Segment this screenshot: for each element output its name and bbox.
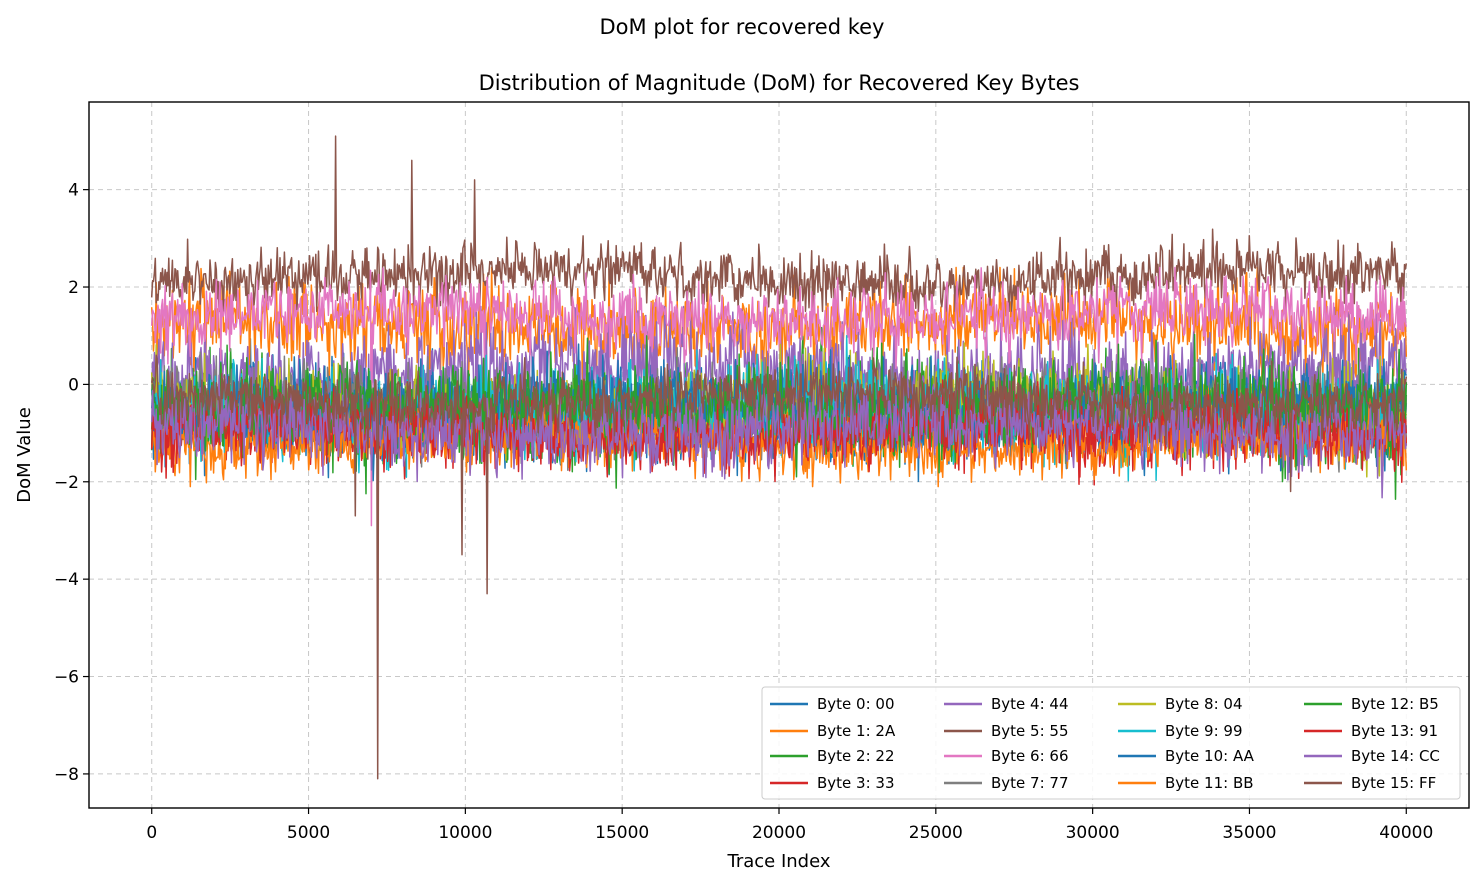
y-axis-label: DoM Value [14, 407, 35, 503]
y-tick-label: −4 [54, 570, 79, 590]
legend-label: Byte 9: 99 [1165, 722, 1243, 740]
y-tick-label: −2 [54, 473, 79, 493]
x-tick-label: 15000 [595, 823, 649, 843]
x-tick-label: 35000 [1222, 823, 1276, 843]
legend-label: Byte 2: 22 [817, 747, 895, 765]
legend-label: Byte 10: AA [1165, 747, 1255, 765]
legend-label: Byte 15: FF [1351, 774, 1436, 792]
x-axis: 0 5000 10000 15000 20000 25000 30000 35000 40000 [146, 808, 1433, 843]
legend-label: Byte 12: B5 [1351, 695, 1439, 713]
legend-label: Byte 4: 44 [991, 695, 1069, 713]
x-tick-label: 30000 [1066, 823, 1120, 843]
x-tick-label: 25000 [909, 823, 963, 843]
chart-title: Distribution of Magnitude (DoM) for Reco… [479, 71, 1080, 95]
y-tick-label: 0 [68, 375, 79, 395]
legend-label: Byte 11: BB [1165, 774, 1254, 792]
x-tick-label: 20000 [752, 823, 806, 843]
legend: Byte 0: 00 Byte 1: 2A Byte 2: 22 Byte 3: 33… [761, 686, 1461, 800]
x-tick-label: 5000 [287, 823, 330, 843]
legend-label: Byte 13: 91 [1351, 722, 1438, 740]
series-layer [150, 135, 1408, 780]
x-tick-label: 40000 [1379, 823, 1433, 843]
y-tick-label: 4 [68, 181, 79, 201]
legend-label: Byte 5: 55 [991, 722, 1069, 740]
series-line-byte-15 [150, 354, 1408, 780]
legend-label: Byte 7: 77 [991, 774, 1069, 792]
legend-label: Byte 8: 04 [1165, 695, 1243, 713]
x-tick-label: 0 [146, 823, 157, 843]
x-tick-label: 10000 [438, 823, 492, 843]
series-line-byte-6 [150, 266, 1408, 527]
legend-frame [761, 686, 1461, 800]
y-axis: −8 −6 −4 −2 0 2 4 [54, 181, 89, 785]
y-tick-label: −8 [54, 765, 79, 785]
legend-label: Byte 3: 33 [817, 774, 895, 792]
y-tick-label: −6 [54, 668, 79, 688]
legend-label: Byte 6: 66 [991, 747, 1069, 765]
legend-label: Byte 14: CC [1351, 747, 1440, 765]
legend-label: Byte 0: 00 [817, 695, 895, 713]
legend-entries: Byte 0: 00 Byte 1: 2A Byte 2: 22 Byte 3: 33… [770, 695, 1440, 792]
y-tick-label: 2 [68, 278, 79, 298]
x-axis-label: Trace Index [726, 851, 830, 872]
figure-suptitle: DoM plot for recovered key [600, 15, 885, 39]
series-line-byte-14 [150, 368, 1408, 499]
series-line-byte-5 [150, 135, 1408, 313]
legend-label: Byte 1: 2A [817, 722, 896, 740]
